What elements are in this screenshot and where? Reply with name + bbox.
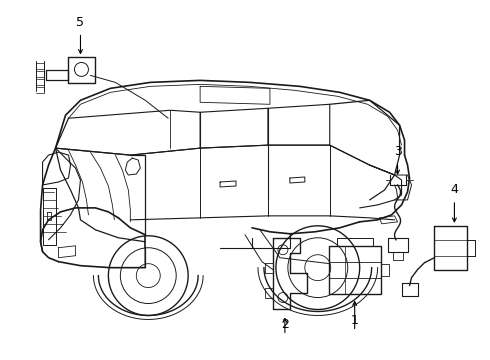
Bar xyxy=(329,246,381,293)
Text: 1: 1 xyxy=(351,314,359,328)
Text: 5: 5 xyxy=(76,15,84,28)
Text: 4: 4 xyxy=(450,183,458,196)
Text: 2: 2 xyxy=(281,318,289,332)
Text: 3: 3 xyxy=(393,145,401,158)
